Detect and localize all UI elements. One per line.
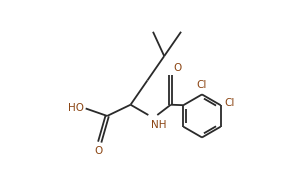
Text: Cl: Cl <box>224 98 235 108</box>
Text: O: O <box>173 63 181 73</box>
Text: Cl: Cl <box>197 80 207 90</box>
Text: NH: NH <box>151 120 167 130</box>
Text: HO: HO <box>68 102 84 113</box>
Text: O: O <box>95 146 103 156</box>
